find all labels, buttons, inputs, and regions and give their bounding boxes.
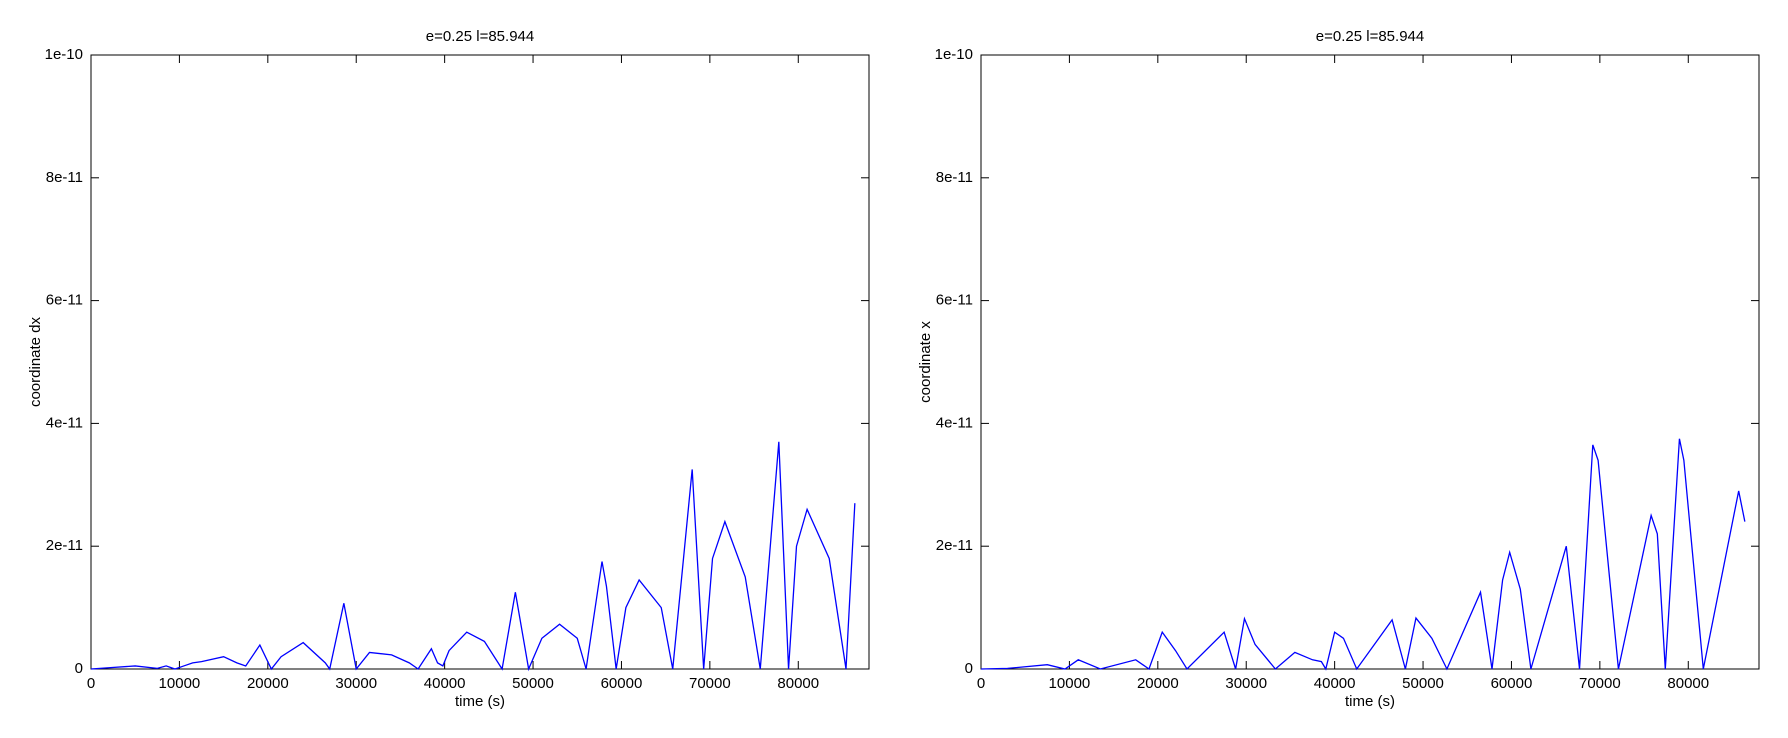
y-tick-label: 8e-11 xyxy=(46,169,83,186)
data-line xyxy=(90,441,856,672)
y-tick-label: 8e-11 xyxy=(936,169,973,186)
y-axis-label: coordinate dx xyxy=(27,316,44,407)
x-tick-label: 30000 xyxy=(335,675,377,692)
plot-frame xyxy=(90,54,870,670)
x-tick-label: 70000 xyxy=(689,675,731,692)
y-tick-label: 1e-10 xyxy=(45,46,83,63)
x-axis-label: time (s) xyxy=(455,693,505,710)
y-tick-label: 2e-11 xyxy=(46,537,83,554)
y-tick-label: 4e-11 xyxy=(46,414,83,431)
y-tick-label: 1e-10 xyxy=(935,46,973,63)
x-tick-label: 10000 xyxy=(1049,675,1091,692)
x-tick-label: 20000 xyxy=(1137,675,1179,692)
x-tick-label: 10000 xyxy=(159,675,201,692)
x-tick-label: 40000 xyxy=(1314,675,1356,692)
y-tick-label: 2e-11 xyxy=(936,537,973,554)
x-tick-label: 60000 xyxy=(601,675,643,692)
y-tick-label: 6e-11 xyxy=(936,292,973,309)
plot-frame xyxy=(980,54,1760,670)
x-tick-label: 30000 xyxy=(1225,675,1267,692)
x-tick-label: 70000 xyxy=(1579,675,1621,692)
x-tick-label: 0 xyxy=(87,675,95,692)
x-tick-label: 60000 xyxy=(1491,675,1533,692)
x-tick-label: 50000 xyxy=(512,675,554,692)
x-axis-label: time (s) xyxy=(1345,693,1395,710)
x-tick-label: 40000 xyxy=(424,675,466,692)
y-tick-label: 0 xyxy=(75,660,83,677)
chart-title: e=0.25 l=85.944 xyxy=(1316,28,1424,45)
data-line xyxy=(980,438,1746,671)
x-tick-label: 20000 xyxy=(247,675,289,692)
y-tick-label: 0 xyxy=(965,660,973,677)
x-tick-label: 80000 xyxy=(1667,675,1709,692)
y-axis-label: coordinate x xyxy=(917,321,934,403)
chart-title: e=0.25 l=85.944 xyxy=(426,28,534,45)
x-tick-label: 80000 xyxy=(777,675,819,692)
y-tick-label: 4e-11 xyxy=(936,414,973,431)
x-tick-label: 50000 xyxy=(1402,675,1444,692)
x-tick-label: 0 xyxy=(977,675,985,692)
y-tick-label: 6e-11 xyxy=(46,292,83,309)
